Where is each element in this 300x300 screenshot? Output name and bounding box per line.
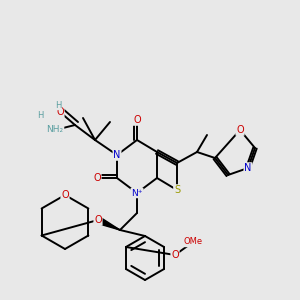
Text: N: N xyxy=(244,163,252,173)
Text: NH₂: NH₂ xyxy=(46,125,64,134)
Polygon shape xyxy=(97,217,120,230)
Text: OMe: OMe xyxy=(183,238,202,247)
Text: O: O xyxy=(133,115,141,125)
Text: O: O xyxy=(93,173,101,183)
Text: O: O xyxy=(171,250,179,260)
Text: N: N xyxy=(113,150,121,160)
Text: O: O xyxy=(56,107,64,117)
Text: H: H xyxy=(37,110,43,119)
Text: S: S xyxy=(174,185,180,195)
Text: O: O xyxy=(236,125,244,135)
Text: O: O xyxy=(94,215,102,225)
Text: N⁺: N⁺ xyxy=(131,188,143,197)
Text: H: H xyxy=(55,100,61,109)
Text: O: O xyxy=(61,190,69,200)
